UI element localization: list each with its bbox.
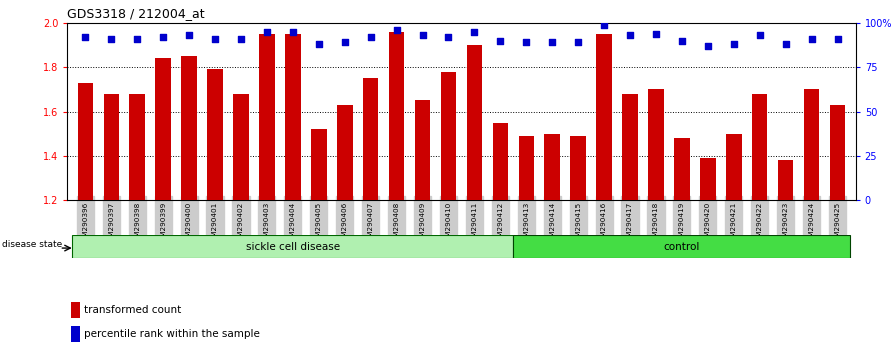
Bar [155,58,171,200]
Point [442,34,456,40]
Point [156,34,170,40]
Point [597,22,611,28]
Bar [207,69,223,200]
Bar [337,105,352,200]
Point [493,38,507,44]
Bar [441,72,456,200]
Bar [363,78,378,200]
Bar [597,34,612,200]
Bar [129,94,145,200]
Bar [285,34,301,200]
Point [467,29,481,35]
Bar [233,94,249,200]
Point [208,36,222,42]
Bar [571,136,586,200]
Bar [519,136,534,200]
Bar [726,133,742,200]
Bar [648,89,664,200]
Bar [104,94,119,200]
Text: transformed count: transformed count [84,305,182,315]
Text: sickle cell disease: sickle cell disease [246,242,340,252]
Bar [71,326,80,342]
Point [312,41,326,47]
Bar [513,235,850,258]
Bar [467,45,482,200]
Bar [778,160,794,200]
Bar [415,101,430,200]
Point [182,33,196,38]
Bar [830,105,845,200]
Point [390,27,404,33]
Point [416,33,430,38]
Point [364,34,378,40]
Text: GDS3318 / 212004_at: GDS3318 / 212004_at [67,7,205,21]
Bar [311,129,326,200]
Point [779,41,793,47]
Point [571,40,585,45]
Point [519,40,533,45]
Point [805,36,819,42]
Point [78,34,92,40]
Bar [73,235,513,258]
Point [831,36,845,42]
Bar [674,138,690,200]
Bar [78,83,93,200]
Text: control: control [664,242,700,252]
Point [234,36,248,42]
Bar [545,133,560,200]
Point [545,40,559,45]
Point [649,31,663,36]
Bar [752,94,768,200]
Point [727,41,741,47]
Bar [700,158,716,200]
Text: percentile rank within the sample: percentile rank within the sample [84,329,260,339]
Bar [259,34,275,200]
Point [623,33,637,38]
Point [130,36,144,42]
Point [701,43,715,49]
Point [286,29,300,35]
Bar [493,122,508,200]
Bar [389,32,404,200]
Bar [622,94,638,200]
Point [753,33,767,38]
Point [104,36,118,42]
Bar [181,56,197,200]
Text: disease state: disease state [2,240,62,249]
Bar [804,89,819,200]
Point [675,38,689,44]
Point [260,29,274,35]
Point [338,40,352,45]
Bar [71,302,80,318]
